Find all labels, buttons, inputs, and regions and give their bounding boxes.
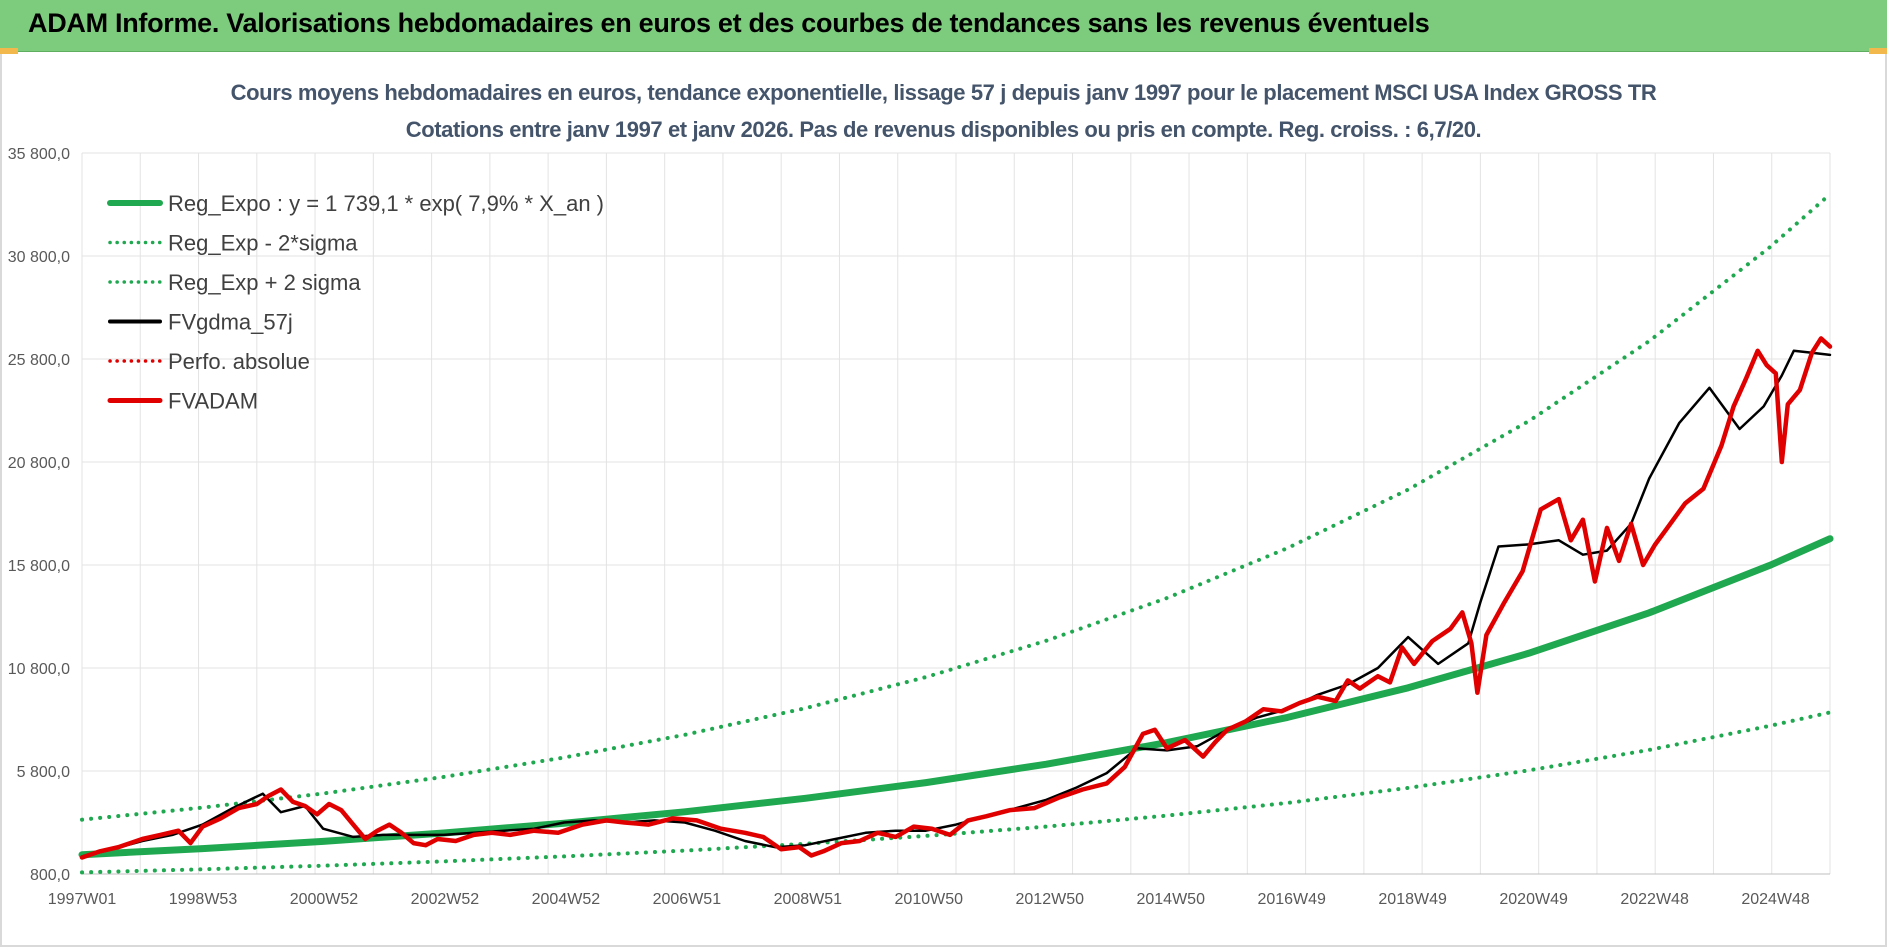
x-tick-label: 2002W52 [411,891,480,908]
y-tick-label: 15 800,0 [8,558,70,575]
x-tick-label: 2014W50 [1136,891,1205,908]
x-tick-label: 2000W52 [290,891,359,908]
legend-label: Reg_Expo : y = 1 739,1 * exp( 7,9% * X_a… [168,191,604,216]
gridlines [81,152,1831,875]
y-tick-label: 10 800,0 [8,661,70,678]
y-tick-label: 5 800,0 [17,764,70,781]
legend-label: FVgdma_57j [168,310,293,335]
page-title: ADAM Informe. Valorisations hebdomadaire… [28,8,1430,38]
legend: Reg_Expo : y = 1 739,1 * exp( 7,9% * X_a… [107,191,604,414]
y-tick-label: 20 800,0 [8,455,70,472]
x-tick-label: 2006W51 [653,891,722,908]
x-tick-label: 2022W48 [1620,891,1689,908]
legend-label: Perfo. absolue [168,349,310,374]
legend-label: FVADAM [168,389,258,414]
x-tick-label: 2004W52 [532,891,601,908]
series-line-0 [78,535,1834,859]
header-banner: ADAM Informe. Valorisations hebdomadaire… [0,0,1887,52]
x-tick-label: 2008W51 [774,891,843,908]
series-lines [78,192,1834,875]
legend-label: Reg_Exp - 2*sigma [168,231,358,256]
corner-marker-top-right [1869,48,1887,54]
chart-title: Cours moyens hebdomadaires en euros, ten… [230,80,1657,105]
x-tick-label: 2020W49 [1499,891,1568,908]
x-tick-label: 2024W48 [1741,891,1810,908]
y-tick-label: 35 800,0 [8,146,70,163]
x-tick-label: 2018W49 [1378,891,1447,908]
corner-marker-top-left [0,48,18,54]
axes: 800,0 5 800,0 10 800,0 15 800,0 20 800,0 25 8… [8,146,1830,908]
series-line-5 [79,336,1833,860]
series-line-2 [80,192,1832,822]
x-tick-label: 1997W01 [48,891,117,908]
x-tick-label: 2010W50 [895,891,964,908]
chart-subtitle: Cotations entre janv 1997 et janv 2026. … [405,117,1482,142]
x-tick-label: 2016W49 [1257,891,1326,908]
x-tick-label: 2012W50 [1016,891,1085,908]
legend-label: Reg_Exp + 2 sigma [168,270,361,295]
y-tick-label: 30 800,0 [8,249,70,266]
x-tick-label: 1998W53 [169,891,238,908]
series-line-1 [80,710,1832,875]
y-tick-label: 25 800,0 [8,352,70,369]
y-tick-label: 800,0 [30,867,70,884]
